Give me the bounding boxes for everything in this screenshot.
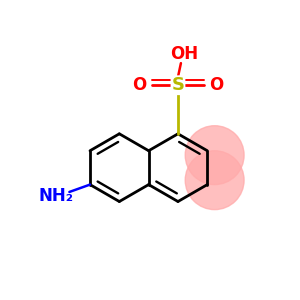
Circle shape (185, 151, 244, 210)
Text: NH₂: NH₂ (39, 188, 74, 206)
Circle shape (185, 126, 244, 184)
Text: O: O (209, 76, 224, 94)
Text: OH: OH (170, 45, 198, 63)
Text: S: S (172, 76, 184, 94)
Text: O: O (132, 76, 146, 94)
